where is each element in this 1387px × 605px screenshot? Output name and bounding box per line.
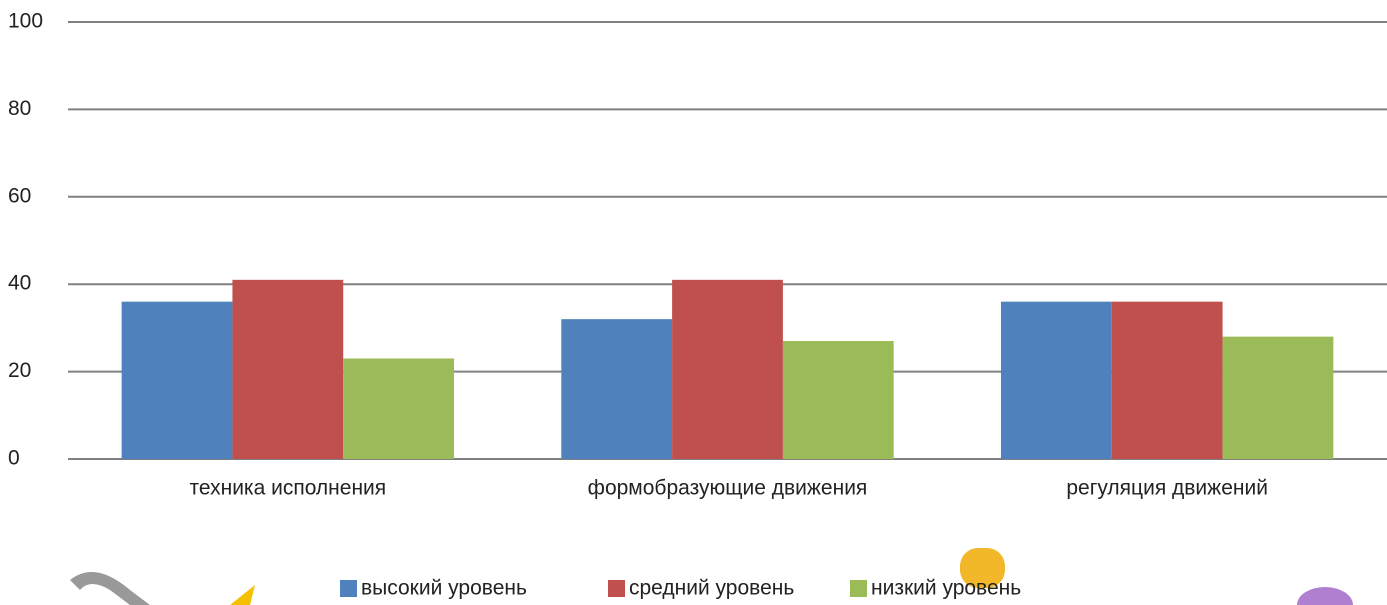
legend-label: средний уровень xyxy=(629,577,794,600)
bar xyxy=(782,341,894,459)
y-tick-label: 80 xyxy=(8,97,31,120)
x-tick-label: формобразующие движения xyxy=(588,477,868,500)
x-tick-label: техника исполнения xyxy=(190,477,387,500)
legend-swatch xyxy=(850,580,867,597)
legend-swatch xyxy=(608,580,625,597)
bar xyxy=(343,358,455,459)
y-tick-label: 100 xyxy=(8,10,43,33)
bar xyxy=(1111,301,1223,459)
y-tick-label: 0 xyxy=(8,447,20,470)
legend-label: высокий уровень xyxy=(361,577,527,600)
bar xyxy=(1000,301,1112,459)
y-tick-label: 20 xyxy=(8,359,31,382)
decoration xyxy=(70,548,1353,605)
y-tick-label: 40 xyxy=(8,272,31,295)
x-tick-label: регуляция движений xyxy=(1066,477,1268,500)
bar xyxy=(121,301,233,459)
legend-label: низкий уровень xyxy=(871,577,1021,600)
legend-swatch xyxy=(340,580,357,597)
bar xyxy=(1222,336,1334,459)
bar xyxy=(232,279,344,459)
bar xyxy=(561,319,673,459)
y-tick-label: 60 xyxy=(8,184,31,207)
bar xyxy=(672,279,783,459)
